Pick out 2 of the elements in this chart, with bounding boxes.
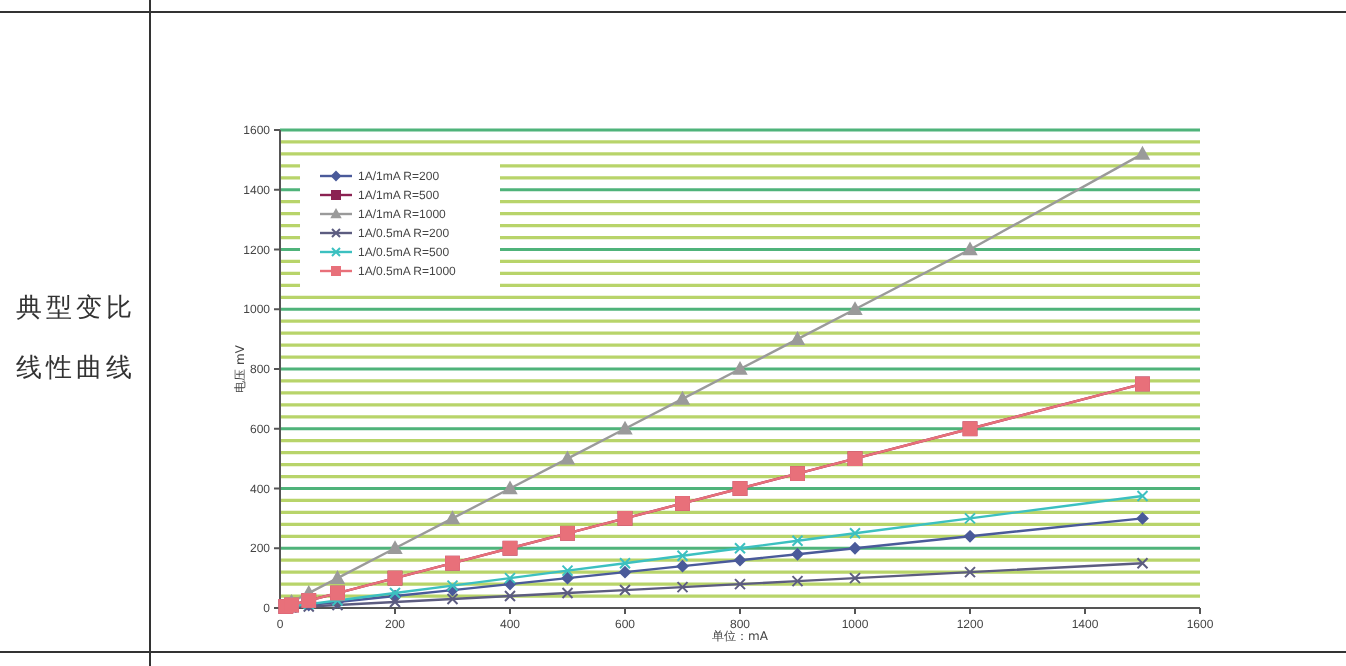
text: 线性曲线 [16,354,136,384]
text: 典型变比 [16,294,136,324]
